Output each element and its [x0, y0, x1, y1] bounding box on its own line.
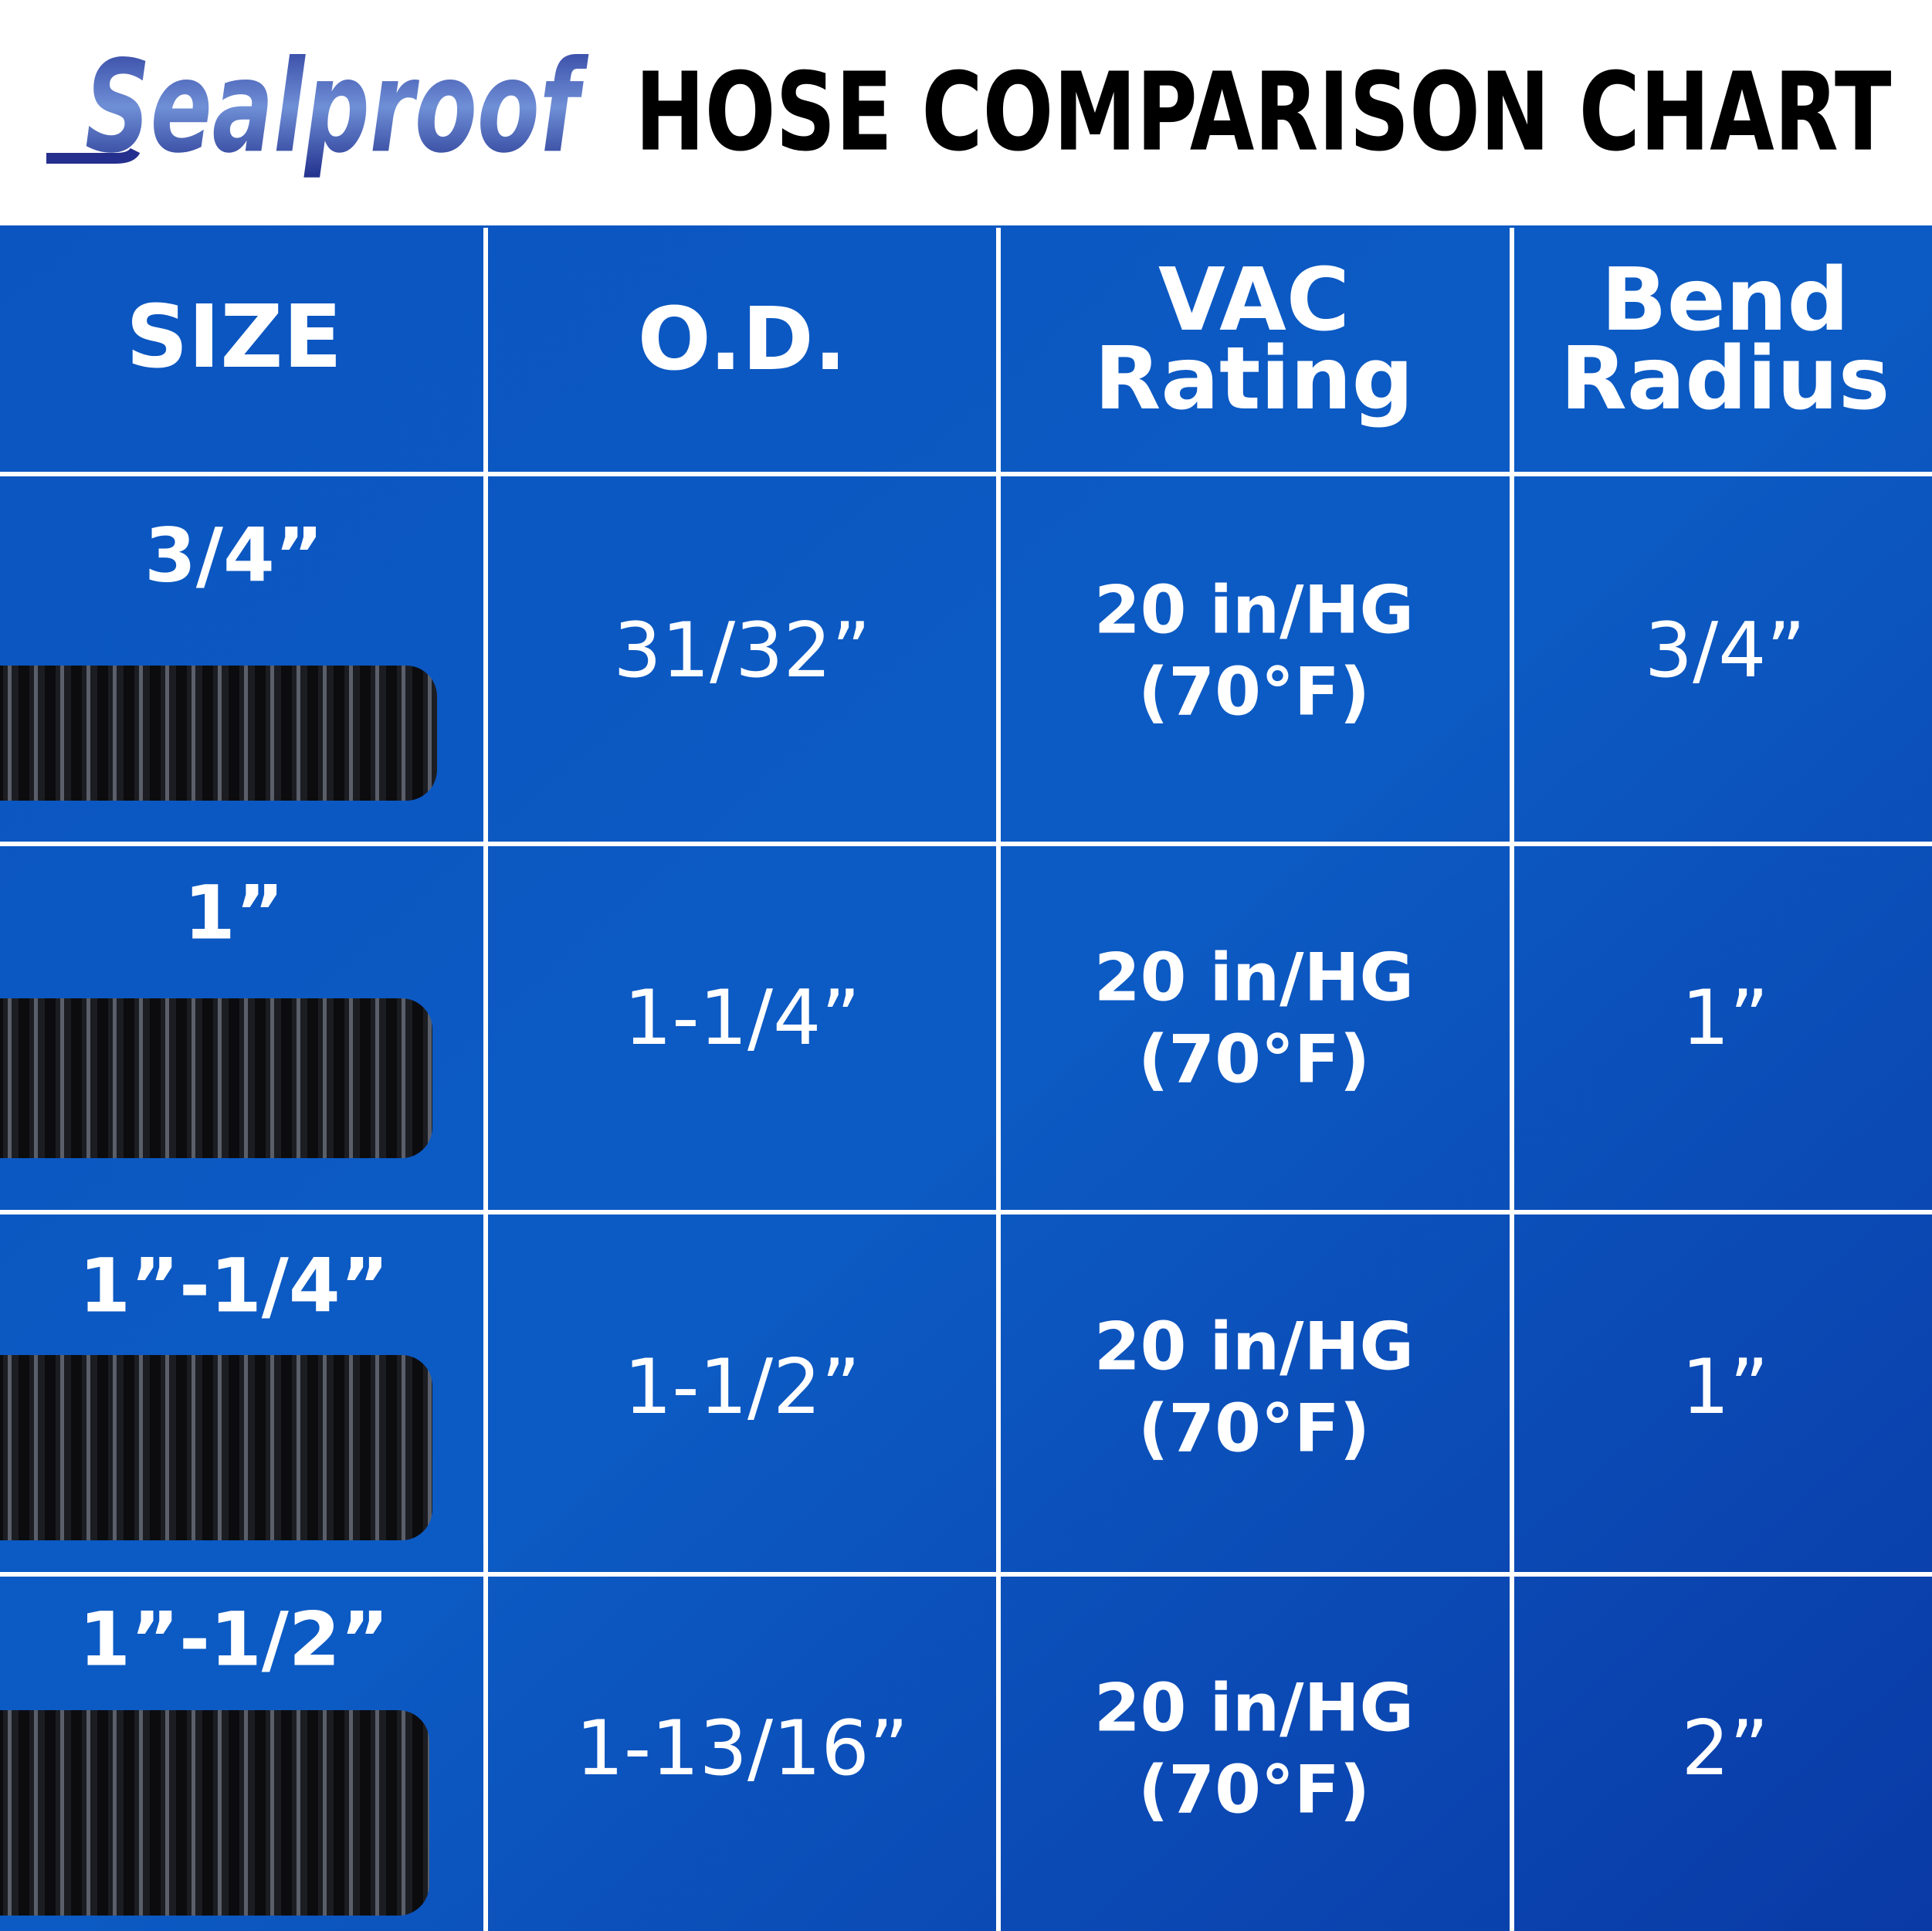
od-value: 31/32” [613, 607, 870, 695]
vac-value: (70°F) [1138, 1390, 1370, 1467]
vac-value: (70°F) [1138, 1021, 1370, 1098]
column-header: Radius [1561, 329, 1890, 429]
size-label: 1” [184, 869, 284, 956]
vac-value: 20 in/HG [1094, 1669, 1414, 1746]
bend-value: 1” [1681, 974, 1768, 1062]
header-bg [0, 0, 1932, 225]
bend-value: 3/4” [1645, 607, 1806, 695]
hose-image [0, 1710, 429, 1916]
hose-image [0, 998, 432, 1158]
hose-image [0, 1355, 432, 1540]
bend-value: 1” [1681, 1343, 1768, 1431]
column-header: Rating [1094, 329, 1414, 429]
logo-swoosh [46, 147, 141, 164]
vac-value: 20 in/HG [1094, 1308, 1414, 1385]
grid [0, 228, 1932, 1931]
hose-image [0, 666, 437, 801]
vac-value: 20 in/HG [1094, 571, 1414, 649]
size-label: 1”-1/2” [79, 1596, 388, 1682]
column-header: SIZE [126, 287, 342, 388]
od-value: 1-13/16” [576, 1705, 909, 1793]
vac-value: (70°F) [1138, 653, 1370, 730]
size-label: 1”-1/4” [79, 1242, 388, 1329]
column-header: Bend [1601, 250, 1849, 351]
od-value: 1-1/2” [624, 1343, 860, 1431]
brand-logo: Sealproof [85, 32, 589, 181]
column-header: O.D. [638, 290, 847, 390]
bend-value: 2” [1681, 1705, 1768, 1793]
vac-value: (70°F) [1138, 1751, 1370, 1828]
od-value: 1-1/4” [624, 974, 860, 1062]
vac-value: 20 in/HG [1094, 939, 1414, 1016]
column-header: VAC [1158, 250, 1350, 351]
title: HOSE COMPARISON CHART [636, 50, 1892, 176]
size-label: 3/4” [144, 512, 324, 598]
